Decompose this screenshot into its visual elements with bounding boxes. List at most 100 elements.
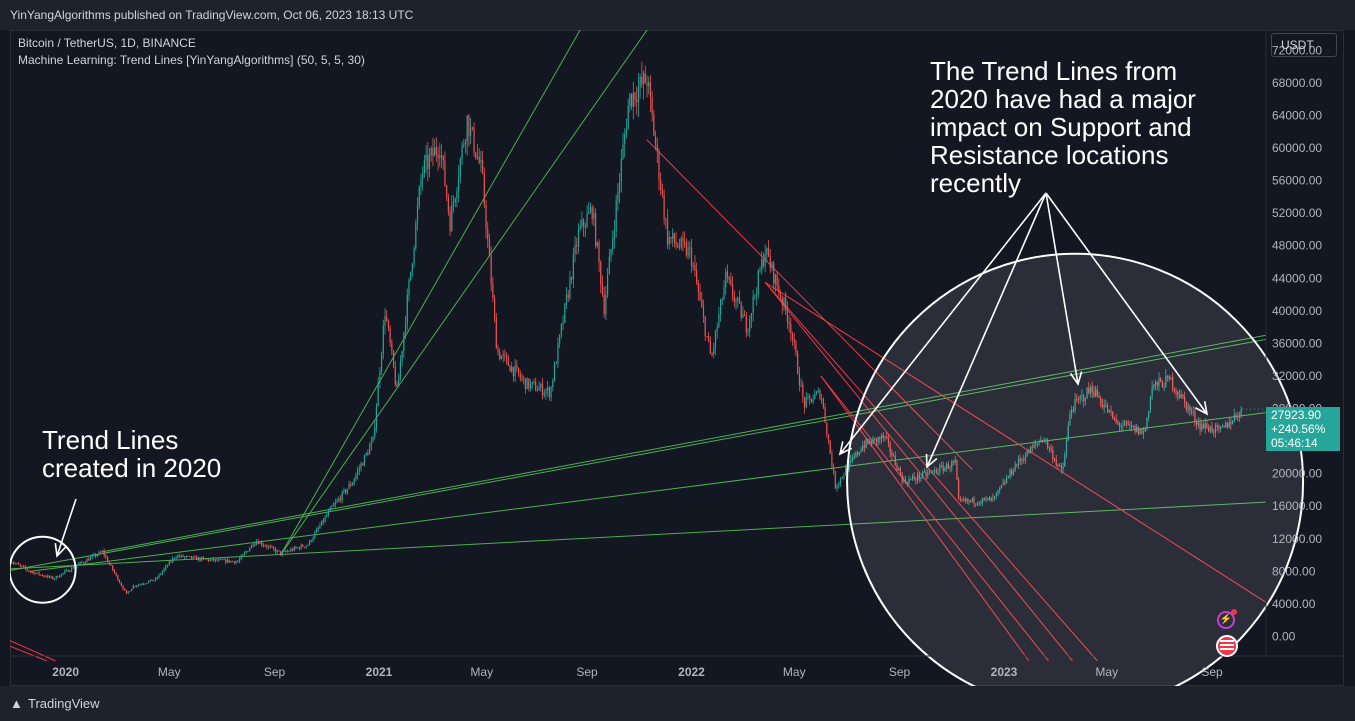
trend-line-resistance bbox=[820, 375, 1049, 662]
candle-body bbox=[483, 172, 485, 205]
candle-body bbox=[1081, 395, 1083, 397]
candle-body bbox=[559, 334, 561, 344]
candle-body bbox=[771, 262, 773, 268]
candle-body bbox=[1153, 384, 1155, 388]
candle-body bbox=[682, 238, 684, 242]
candle-body bbox=[550, 386, 552, 398]
candle-body bbox=[252, 544, 254, 546]
candle-body bbox=[610, 249, 612, 257]
candle-body bbox=[862, 445, 864, 451]
candle-body bbox=[254, 543, 256, 546]
candle-body bbox=[505, 355, 508, 358]
candle-body bbox=[843, 475, 845, 478]
candle-body bbox=[776, 274, 778, 286]
candle-body bbox=[536, 390, 539, 392]
candle-body bbox=[175, 557, 177, 559]
candle-body bbox=[502, 354, 504, 356]
candle-body bbox=[855, 452, 857, 457]
candle-body bbox=[261, 541, 263, 546]
price-chart[interactable]: 72000.00 68000.00 64000.00 60000.00 56000.00… bbox=[10, 30, 1344, 686]
candle-body bbox=[685, 243, 687, 256]
candle-body bbox=[1038, 442, 1040, 444]
currency-selector[interactable]: USDT bbox=[1271, 33, 1337, 57]
candle-body bbox=[146, 582, 148, 584]
symbol-legend[interactable]: Bitcoin / TetherUS, 1D, BINANCE bbox=[18, 36, 196, 50]
candle-body bbox=[225, 559, 227, 563]
candle-body bbox=[762, 259, 765, 266]
candle-body bbox=[653, 114, 655, 136]
candle-body bbox=[1064, 454, 1066, 467]
candle-body bbox=[279, 551, 282, 555]
candle-body bbox=[988, 497, 991, 501]
y-tick-label: 0.00 bbox=[1272, 629, 1296, 643]
candle-body bbox=[538, 387, 540, 391]
candle-body bbox=[612, 238, 614, 250]
candle-body bbox=[41, 574, 44, 576]
candle-body bbox=[915, 479, 917, 481]
candle-body bbox=[540, 384, 542, 388]
candle-body bbox=[382, 325, 384, 354]
candle-body bbox=[487, 229, 489, 240]
candle-body bbox=[1103, 405, 1105, 408]
us-flag-icon[interactable] bbox=[1216, 635, 1238, 657]
candle-body bbox=[535, 382, 537, 391]
candle-body bbox=[149, 579, 152, 582]
tradingview-logo[interactable]: ▲ TradingView bbox=[10, 696, 100, 711]
candle-body bbox=[797, 353, 799, 374]
candle-body bbox=[1110, 410, 1112, 412]
candle-body bbox=[725, 271, 727, 288]
candle-body bbox=[134, 585, 136, 587]
candle-body bbox=[882, 434, 884, 438]
candle-body bbox=[726, 271, 729, 278]
candle-body bbox=[132, 585, 134, 589]
candle-body bbox=[877, 437, 879, 443]
candle-body bbox=[76, 565, 78, 567]
chart-panel[interactable] bbox=[10, 30, 1344, 686]
candle-body bbox=[891, 452, 893, 457]
indicator-legend[interactable]: Machine Learning: Trend Lines [YinYangAl… bbox=[18, 53, 365, 67]
candle-body bbox=[990, 497, 992, 501]
candle-body bbox=[1052, 450, 1054, 460]
candle-body bbox=[1142, 431, 1145, 434]
candle-body bbox=[923, 471, 925, 473]
candle-body bbox=[947, 463, 949, 469]
candle-body bbox=[752, 296, 754, 314]
candle-body bbox=[627, 105, 629, 130]
candle-body bbox=[848, 462, 850, 472]
candle-body bbox=[363, 455, 366, 466]
candle-body bbox=[1192, 411, 1194, 413]
candle-body bbox=[916, 474, 919, 481]
candle-body bbox=[1230, 421, 1232, 425]
candle-body bbox=[999, 488, 1001, 490]
candle-body bbox=[168, 561, 170, 566]
lightning-alert-icon[interactable]: ⚡ bbox=[1217, 609, 1237, 629]
candle-body bbox=[1072, 409, 1074, 411]
candle-body bbox=[622, 144, 624, 159]
trend-line-support bbox=[10, 501, 1267, 570]
candle-body bbox=[374, 427, 376, 437]
candle-body bbox=[392, 350, 395, 367]
candle-body bbox=[197, 557, 199, 561]
candle-body bbox=[113, 570, 116, 573]
candle-body bbox=[204, 558, 206, 560]
candle-body bbox=[120, 582, 122, 586]
x-tick-label: Sep bbox=[1201, 665, 1223, 679]
candle-body bbox=[649, 82, 652, 98]
candle-body bbox=[997, 489, 999, 494]
candle-body bbox=[1033, 444, 1035, 448]
footer-bar: ▲ TradingView bbox=[0, 686, 1355, 721]
candle-body bbox=[975, 503, 977, 505]
candle-body bbox=[954, 460, 956, 463]
y-tick-label: 72000.00 bbox=[1272, 43, 1322, 57]
candle-body bbox=[821, 398, 823, 400]
candle-body bbox=[976, 503, 979, 505]
candle-body bbox=[764, 254, 766, 266]
candle-body bbox=[1226, 422, 1229, 428]
candle-body bbox=[833, 466, 835, 472]
candle-body bbox=[497, 348, 499, 353]
candle-body bbox=[45, 576, 47, 578]
candle-body bbox=[863, 445, 866, 448]
y-tick-label: 48000.00 bbox=[1272, 239, 1322, 253]
candle-body bbox=[870, 441, 872, 445]
candle-body bbox=[1132, 425, 1134, 427]
